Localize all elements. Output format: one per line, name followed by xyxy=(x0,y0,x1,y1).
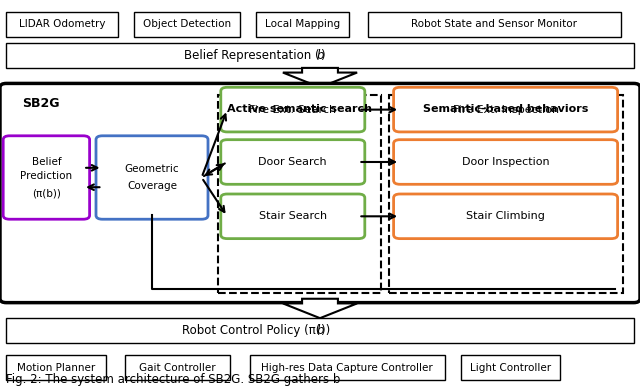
Text: b: b xyxy=(316,324,324,337)
Text: Semantic-based behaviors: Semantic-based behaviors xyxy=(423,104,589,114)
Text: Prediction: Prediction xyxy=(20,171,72,180)
Text: Object Detection: Object Detection xyxy=(143,19,231,29)
Text: Geometric: Geometric xyxy=(125,164,179,174)
FancyBboxPatch shape xyxy=(250,355,445,380)
FancyBboxPatch shape xyxy=(3,136,90,219)
FancyBboxPatch shape xyxy=(221,194,365,239)
FancyBboxPatch shape xyxy=(221,87,365,132)
Text: Belief Representation (​: Belief Representation (​ xyxy=(184,49,320,62)
FancyBboxPatch shape xyxy=(6,43,634,68)
FancyBboxPatch shape xyxy=(125,355,230,380)
Text: Fig. 2: The system architecture of SB2G. SB2G gathers b: Fig. 2: The system architecture of SB2G.… xyxy=(6,373,340,386)
FancyBboxPatch shape xyxy=(218,95,381,293)
Text: Motion Planner: Motion Planner xyxy=(17,363,95,372)
Text: ​): ​) xyxy=(321,49,325,62)
Text: Robot Control Policy (π(​: Robot Control Policy (π(​ xyxy=(182,324,320,337)
Text: Fire Ext. Search: Fire Ext. Search xyxy=(249,105,337,114)
FancyBboxPatch shape xyxy=(389,95,623,293)
FancyBboxPatch shape xyxy=(96,136,208,219)
Text: Light Controller: Light Controller xyxy=(470,363,551,372)
FancyBboxPatch shape xyxy=(394,140,618,184)
Text: Active semantic search: Active semantic search xyxy=(227,104,372,114)
FancyBboxPatch shape xyxy=(394,194,618,239)
Text: Stair Search: Stair Search xyxy=(259,211,327,221)
Text: Fire Ext. Inspection: Fire Ext. Inspection xyxy=(452,105,559,114)
Text: Stair Climbing: Stair Climbing xyxy=(466,211,545,221)
Polygon shape xyxy=(283,299,357,318)
FancyBboxPatch shape xyxy=(134,12,240,37)
Text: High-res Data Capture Controller: High-res Data Capture Controller xyxy=(261,363,433,372)
Text: Coverage: Coverage xyxy=(127,181,177,191)
Text: SB2G: SB2G xyxy=(22,97,60,110)
FancyBboxPatch shape xyxy=(256,12,349,37)
FancyBboxPatch shape xyxy=(221,140,365,184)
FancyBboxPatch shape xyxy=(0,83,640,303)
Text: b: b xyxy=(316,49,324,62)
Text: Gait Controller: Gait Controller xyxy=(140,363,216,372)
Text: (π(b)): (π(b)) xyxy=(32,188,61,198)
Text: Door Inspection: Door Inspection xyxy=(462,157,549,167)
FancyBboxPatch shape xyxy=(368,12,621,37)
FancyBboxPatch shape xyxy=(394,87,618,132)
Text: Local Mapping: Local Mapping xyxy=(265,19,340,29)
Text: Door Search: Door Search xyxy=(259,157,327,167)
FancyBboxPatch shape xyxy=(461,355,560,380)
Text: LIDAR Odometry: LIDAR Odometry xyxy=(19,19,106,29)
FancyBboxPatch shape xyxy=(6,12,118,37)
Polygon shape xyxy=(283,68,357,87)
FancyBboxPatch shape xyxy=(6,355,106,380)
Text: Robot State and Sensor Monitor: Robot State and Sensor Monitor xyxy=(412,19,577,29)
FancyBboxPatch shape xyxy=(6,318,634,343)
Text: ​)): ​)) xyxy=(321,324,330,337)
Text: Belief: Belief xyxy=(31,157,61,167)
